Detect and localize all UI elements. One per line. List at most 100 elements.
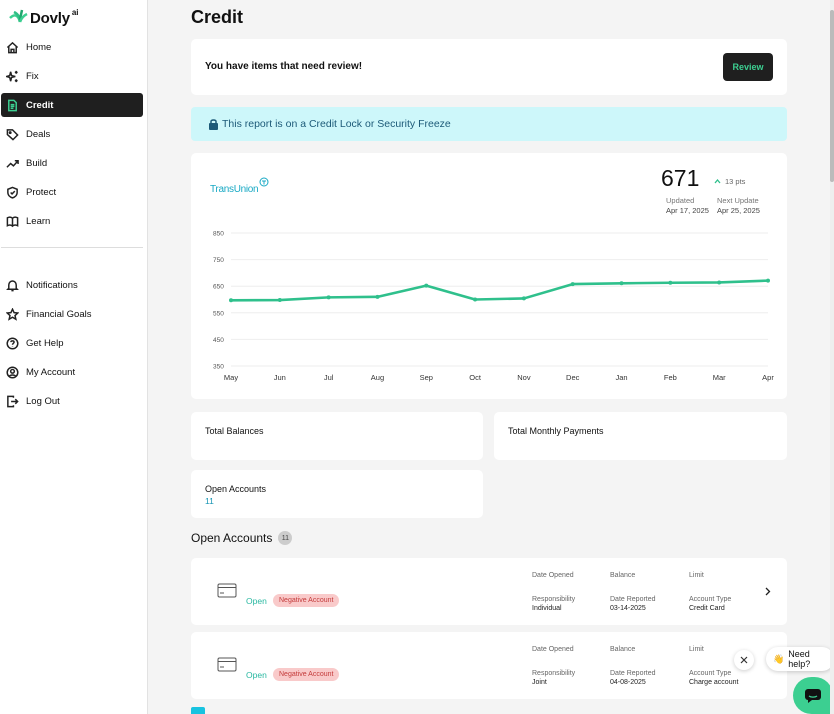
y-tick-label: 650 (213, 284, 224, 291)
bureau-logo: TransUnion (210, 177, 269, 195)
date-reported-value: 03-14-2025 (610, 605, 646, 612)
responsibility-label: Responsibility (532, 596, 576, 603)
x-tick-label: Sep (420, 373, 433, 382)
x-tick-label: Jun (274, 373, 286, 382)
data-point[interactable] (424, 283, 429, 288)
data-point[interactable] (277, 298, 282, 303)
data-point[interactable] (375, 294, 380, 299)
help-circle-icon (5, 336, 19, 350)
account-type-label: Account Type (689, 596, 732, 603)
account-type-value: Charge account (689, 679, 739, 686)
balance-label: Balance (610, 646, 636, 653)
x-tick-label: Feb (664, 373, 677, 382)
account-type-value: Credit Card (689, 605, 725, 612)
nav-label: Credit (26, 99, 54, 111)
nav-item-protect[interactable]: Protect (1, 180, 143, 204)
document-icon (5, 98, 19, 112)
nav-label: My Account (26, 366, 76, 378)
chevron-right-icon[interactable] (764, 587, 771, 596)
data-point[interactable] (521, 296, 526, 301)
nav-item-fix[interactable]: Fix (1, 64, 143, 88)
nav-label: Notifications (26, 279, 78, 291)
score-history-chart: 350 450 550 650 750 850 May Jun Jul Aug Sep Oct Nov D… (213, 231, 774, 383)
total-balances-card[interactable]: Total Balances (191, 412, 483, 460)
star-icon (5, 307, 19, 321)
total-monthly-payments-card[interactable]: Total Monthly Payments (494, 412, 787, 460)
close-help-button[interactable] (734, 650, 754, 670)
data-point[interactable] (570, 282, 575, 287)
limit-label: Limit (689, 572, 704, 579)
y-tick-label: 450 (213, 337, 224, 344)
tag-icon (5, 127, 19, 141)
need-help-text: Need help? (788, 649, 811, 669)
nav-label: Protect (26, 186, 57, 198)
limit-label: Limit (689, 646, 704, 653)
data-point[interactable] (619, 281, 624, 286)
updated-label: Updated (666, 196, 695, 205)
open-accounts-label: Open Accounts (205, 484, 267, 494)
home-icon (5, 40, 19, 54)
sparkle-icon (5, 69, 19, 83)
nav-item-my-account[interactable]: My Account (1, 360, 143, 384)
data-point[interactable] (326, 295, 331, 300)
nav-item-financial-goals[interactable]: Financial Goals (1, 302, 143, 326)
updated-info: Updated Apr 17, 2025 (666, 196, 709, 216)
review-message: You have items that need review! (205, 61, 363, 72)
nav-item-deals[interactable]: Deals (1, 122, 143, 146)
page-title: Credit (191, 7, 244, 27)
nav-divider (1, 247, 143, 248)
date-reported-value: 04-08-2025 (610, 679, 646, 686)
x-tick-label: Aug (371, 373, 384, 382)
data-point[interactable] (717, 280, 722, 285)
brand-suffix: ai (71, 7, 79, 17)
y-tick-label: 550 (213, 310, 224, 317)
nav-item-credit[interactable]: Credit (1, 93, 143, 117)
credit-score-card: TransUnion 671 13 pts Updated Apr 17, 20… (191, 153, 787, 399)
score-change-value: 13 pts (725, 177, 746, 186)
next-update-info: Next Update Apr 25, 2025 (717, 196, 760, 216)
account-status: Open (246, 670, 267, 680)
open-accounts-heading: Open Accounts 11 (191, 531, 293, 545)
account-type-label: Account Type (689, 670, 732, 677)
nav-item-home[interactable]: Home (1, 35, 143, 59)
y-tick-label: 350 (213, 364, 224, 371)
data-point[interactable] (473, 297, 478, 302)
total-balances-label: Total Balances (205, 426, 264, 436)
account-row[interactable]: Open Negative Account Date Opened Balanc… (191, 632, 787, 699)
data-point[interactable] (668, 280, 673, 285)
chat-launcher-button[interactable] (793, 677, 833, 714)
open-accounts-card[interactable]: Open Accounts 11 (191, 470, 483, 518)
nav-label: Deals (26, 128, 51, 140)
bureau-mark-icon (259, 177, 269, 187)
nav-item-get-help[interactable]: Get Help (1, 331, 143, 355)
page-scrollbar-track[interactable] (830, 0, 834, 714)
nav-item-learn[interactable]: Learn (1, 209, 143, 233)
data-point[interactable] (229, 298, 233, 303)
balance-label: Balance (610, 572, 636, 579)
sidebar: Dovly ai Home Fix Credit Deals Build Prot… (0, 0, 148, 714)
credit-score: 671 (661, 165, 700, 191)
credit-card-icon (217, 657, 237, 672)
need-help-bubble[interactable]: 👋 Need help? (766, 647, 834, 671)
x-tick-label: May (224, 373, 238, 382)
review-card: You have items that need review! Review (191, 39, 787, 95)
bureau-name: TransUnion (210, 184, 259, 195)
page-scrollbar-thumb[interactable] (830, 10, 834, 182)
responsibility-label: Responsibility (532, 670, 576, 677)
nav-item-build[interactable]: Build (1, 151, 143, 175)
total-monthly-payments-label: Total Monthly Payments (508, 426, 604, 436)
partial-next-element (191, 707, 205, 714)
negative-account-badge: Negative Account (273, 594, 340, 607)
score-line (230, 279, 769, 302)
x-tick-label: Jul (324, 373, 334, 382)
nav-item-notifications[interactable]: Notifications (1, 273, 143, 297)
date-opened-label: Date Opened (532, 572, 574, 579)
nav-item-log-out[interactable]: Log Out (1, 389, 143, 413)
responsibility-value: Joint (532, 679, 547, 686)
review-button[interactable]: Review (723, 53, 773, 81)
brand-logo[interactable]: Dovly ai (8, 8, 79, 28)
section-title: Open Accounts (191, 531, 273, 545)
data-point[interactable] (766, 278, 770, 283)
account-row[interactable]: Open Negative Account Date Opened Balanc… (191, 558, 787, 625)
nav-label: Home (26, 41, 52, 53)
